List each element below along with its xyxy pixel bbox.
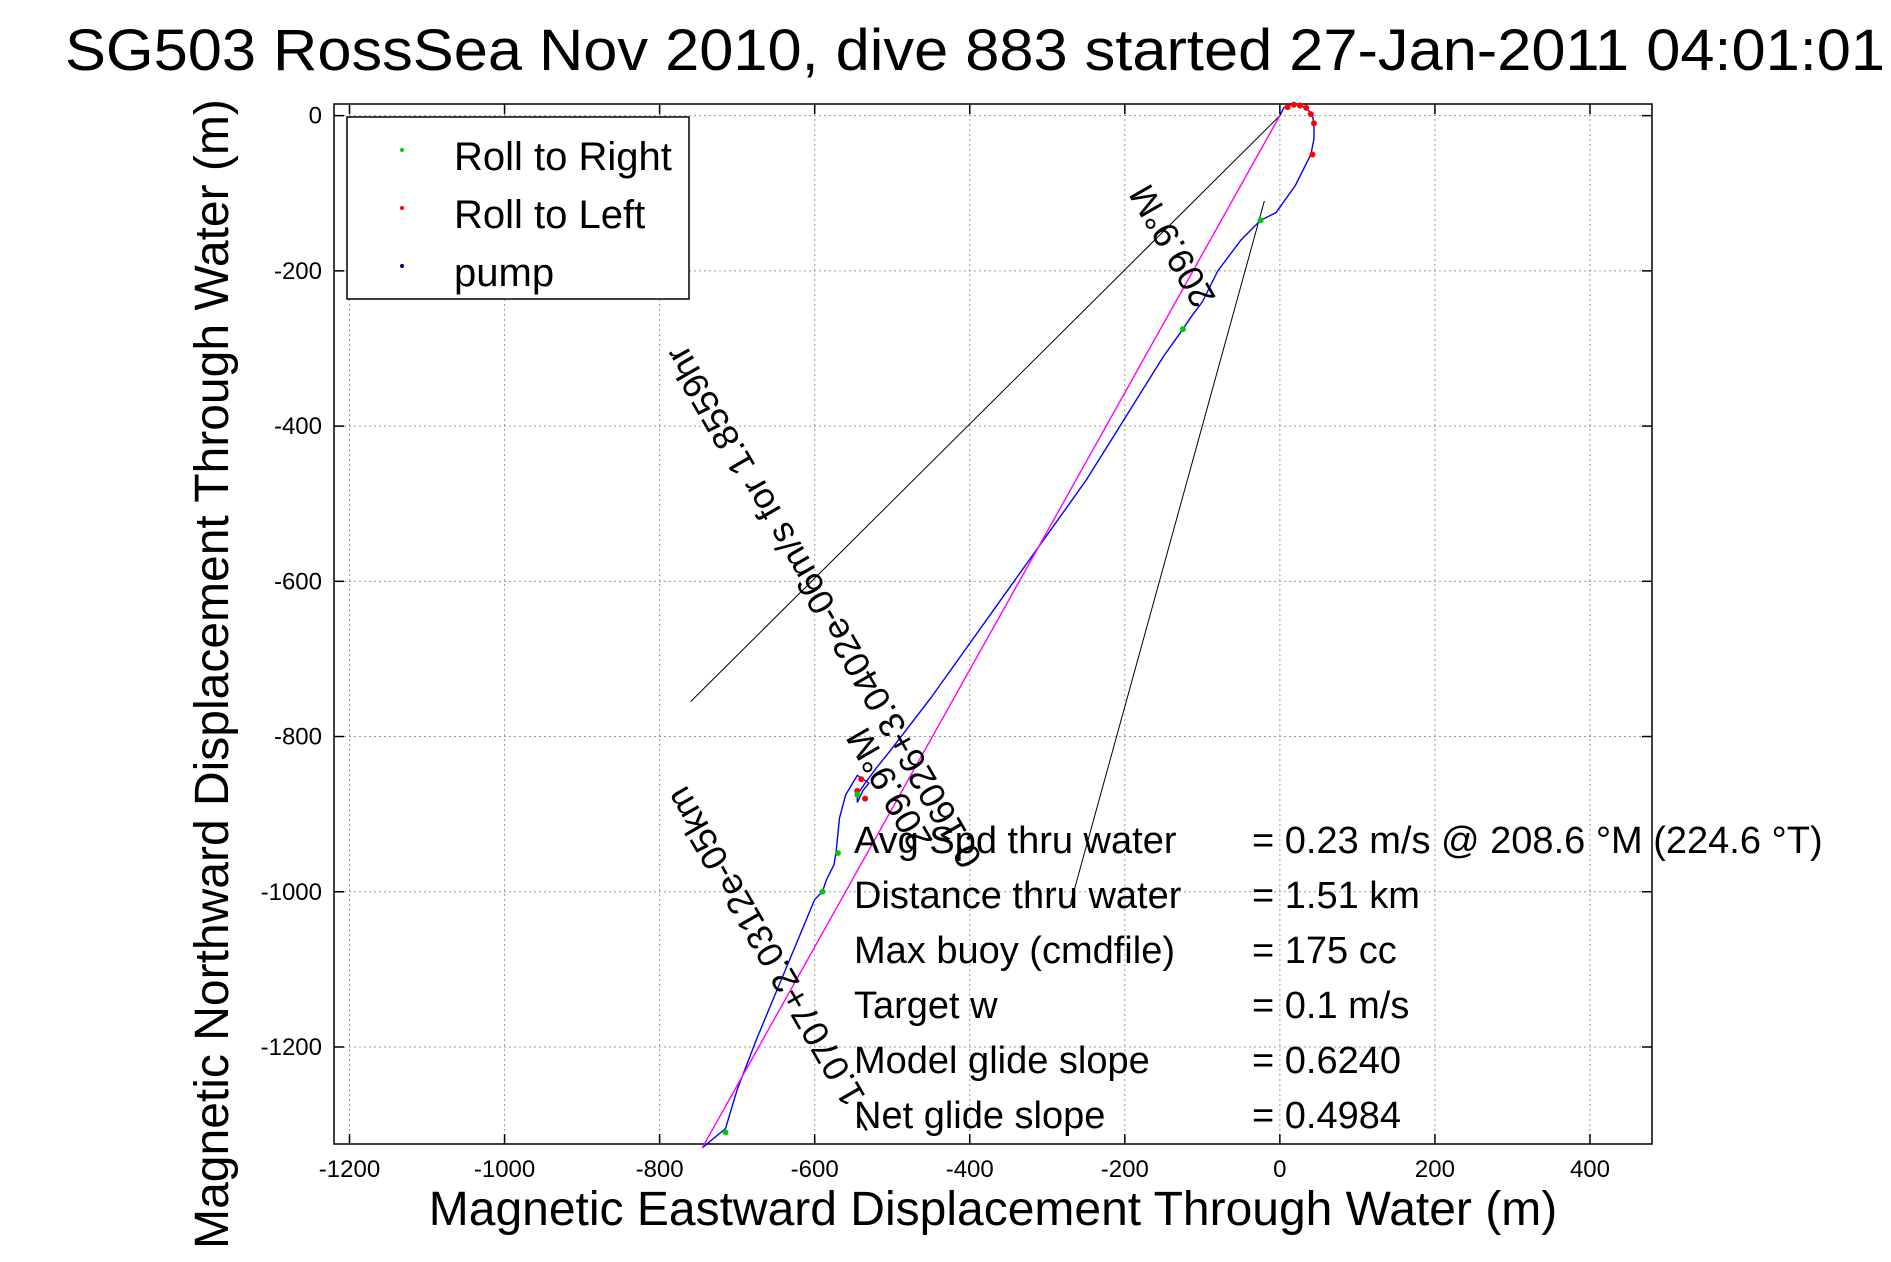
y-tick-label: -400 (274, 413, 322, 440)
reference-line (690, 115, 1281, 702)
roll-left-marker (1303, 104, 1310, 111)
y-tick-label: -600 (274, 568, 322, 595)
track-series (701, 104, 1315, 1149)
track-markers (722, 101, 1317, 1136)
legend: Roll to Right Roll to Left pump (346, 116, 690, 300)
stat-label-distance: Distance thru water (854, 875, 1182, 917)
y-axis-label: Magnetic Northward Displacement Through … (186, 99, 239, 1249)
roll-left-marker (1297, 102, 1304, 109)
dive-stats: Avg Spd thru water = 0.23 m/s @ 208.6 °M… (854, 820, 1823, 1137)
stat-label-target-w: Target w (854, 985, 998, 1027)
stat-value-model-glide: = 0.6240 (1252, 1040, 1401, 1082)
roll-right-marker (1257, 217, 1264, 224)
stat-value-avg-speed: = 0.23 m/s @ 208.6 °M (224.6 °T) (1252, 820, 1823, 862)
x-tick-label: -1200 (319, 1156, 380, 1183)
roll-left-marker (862, 795, 869, 802)
reference-line (1070, 200, 1265, 904)
track-line (701, 115, 1281, 1149)
roll-right-marker (834, 849, 841, 856)
y-tick-label: 0 (309, 103, 322, 130)
legend-marker-roll-right (400, 148, 404, 152)
legend-label-roll-left: Roll to Left (454, 193, 645, 237)
y-tick-label: -1000 (261, 879, 322, 906)
stat-value-net-glide: = 0.4984 (1252, 1095, 1401, 1137)
grid-lines (334, 104, 1652, 1144)
roll-left-marker (1307, 111, 1314, 118)
legend-label-pump: pump (454, 251, 554, 295)
roll-left-marker (1310, 120, 1317, 127)
x-tick-label: 400 (1570, 1156, 1610, 1183)
chart-title: SG503 RossSea Nov 2010, dive 883 started… (65, 18, 1885, 83)
stat-label-max-buoy: Max buoy (cmdfile) (854, 930, 1175, 972)
track-line (701, 104, 1315, 1149)
x-axis: -1200 -1000 -800 -600 -400 -200 0 200 400 (319, 104, 1610, 1183)
roll-left-marker (1309, 151, 1316, 158)
axes-frame (333, 103, 1653, 1145)
x-axis-label: Magnetic Eastward Displacement Through W… (429, 1183, 1557, 1236)
roll-right-marker (1179, 326, 1186, 333)
x-tick-label: -1000 (474, 1156, 535, 1183)
roll-right-marker (819, 888, 826, 895)
roll-right-marker (722, 1129, 729, 1136)
x-tick-label: -600 (791, 1156, 839, 1183)
x-tick-label: -800 (636, 1156, 684, 1183)
legend-marker-roll-left (400, 206, 404, 210)
reference-lines (690, 115, 1281, 904)
roll-left-marker (1284, 104, 1291, 111)
roll-left-marker (1290, 101, 1297, 108)
y-tick-label: -800 (274, 724, 322, 751)
y-tick-label: -1200 (261, 1034, 322, 1061)
stat-value-target-w: = 0.1 m/s (1252, 985, 1409, 1027)
legend-label-roll-right: Roll to Right (454, 135, 672, 179)
y-tick-label: -200 (274, 258, 322, 285)
x-tick-label: 0 (1273, 1156, 1286, 1183)
x-tick-label: -400 (946, 1156, 994, 1183)
y-axis: 0 -200 -400 -600 -800 -1000 -1200 (261, 103, 1652, 1061)
stat-label-net-glide: Net glide slope (854, 1095, 1105, 1137)
legend-marker-pump (400, 264, 404, 268)
roll-right-marker (854, 791, 861, 798)
roll-left-marker (858, 776, 865, 783)
stat-label-model-glide: Model glide slope (854, 1040, 1150, 1082)
x-tick-label: 200 (1415, 1156, 1455, 1183)
stat-value-distance: = 1.51 km (1252, 875, 1420, 917)
stat-label-avg-speed: Avg Spd thru water (854, 820, 1177, 862)
x-tick-label: -200 (1101, 1156, 1149, 1183)
stat-value-max-buoy: = 175 cc (1252, 930, 1397, 972)
